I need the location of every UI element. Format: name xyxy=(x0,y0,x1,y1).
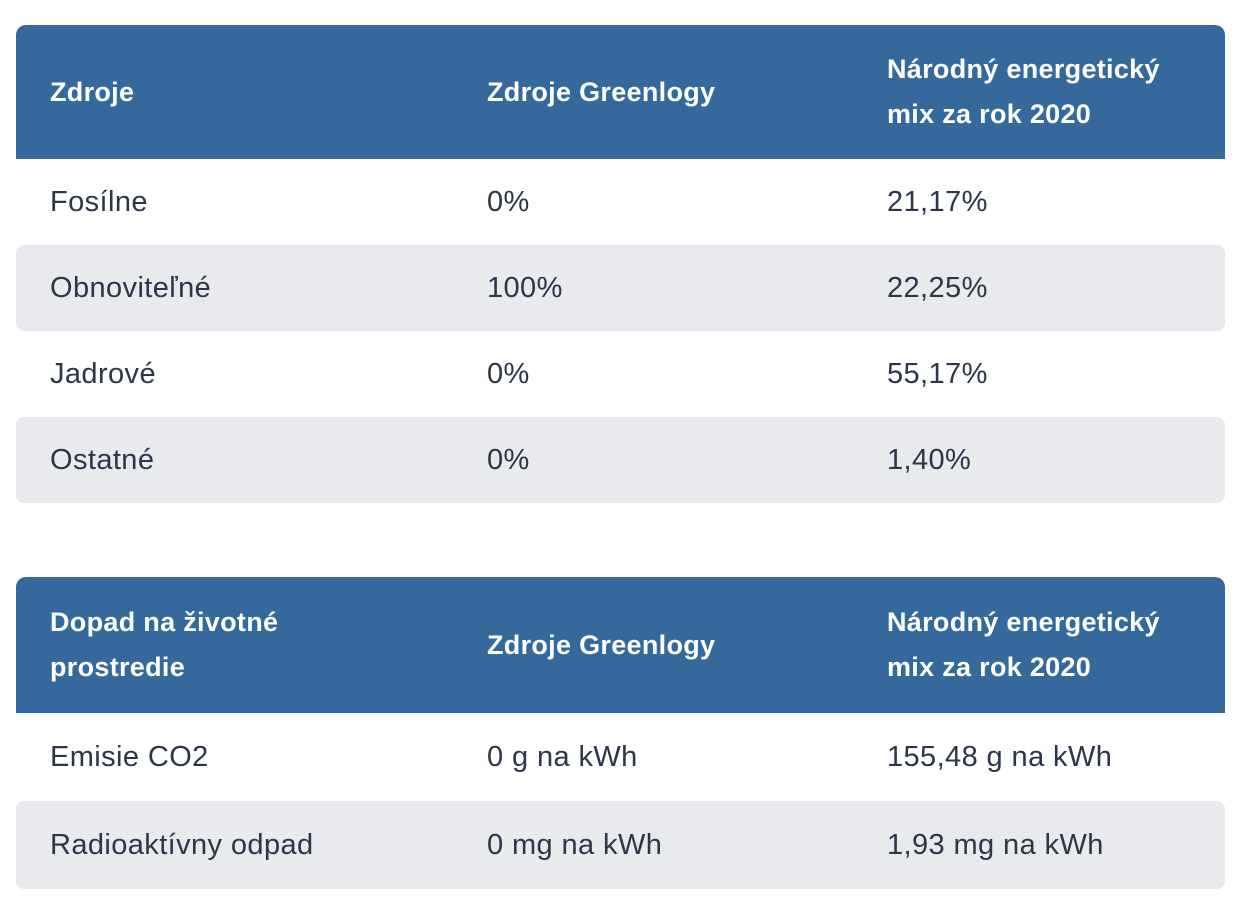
national-mix-value: 55,17% xyxy=(887,357,988,390)
column-header-zdroje-label: Zdroje xyxy=(50,76,135,107)
column-header-greenlogy-label: Zdroje Greenlogy xyxy=(487,629,716,660)
environmental-impact-table-header: Dopad na životné prostredie Zdroje Green… xyxy=(16,577,1225,713)
energy-sources-table: Zdroje Zdroje Greenlogy Národný energeti… xyxy=(16,25,1225,503)
greenlogy-value: 0% xyxy=(487,357,530,390)
row-label: Fosílne xyxy=(50,185,148,218)
environmental-impact-table: Dopad na životné prostredie Zdroje Green… xyxy=(16,577,1225,889)
table-row-jadrove: Jadrové 0% 55,17% xyxy=(16,331,1225,417)
row-label: Radioaktívny odpad xyxy=(50,828,314,861)
greenlogy-value: 0 g na kWh xyxy=(487,740,638,773)
column-header-national-mix: Národný energetický mix za rok 2020 xyxy=(853,47,1225,137)
column-header-national-mix-label: Národný energetický mix za rok 2020 xyxy=(887,607,1160,682)
national-mix-value: 155,48 g na kWh xyxy=(887,740,1113,773)
column-header-greenlogy: Zdroje Greenlogy xyxy=(453,623,853,668)
column-header-greenlogy: Zdroje Greenlogy xyxy=(453,70,853,115)
row-label: Jadrové xyxy=(50,357,156,390)
table-row-radioaktivny-odpad: Radioaktívny odpad 0 mg na kWh 1,93 mg n… xyxy=(16,801,1225,889)
table-row-obnovitelne: Obnoviteľné 100% 22,25% xyxy=(16,245,1225,331)
greenlogy-value: 0% xyxy=(487,185,530,218)
greenlogy-value: 100% xyxy=(487,271,563,304)
national-mix-value: 21,17% xyxy=(887,185,988,218)
column-header-zdroje: Zdroje xyxy=(16,70,453,115)
table-row-fosilne: Fosílne 0% 21,17% xyxy=(16,159,1225,245)
column-header-dopad: Dopad na životné prostredie xyxy=(16,600,453,690)
row-label: Ostatné xyxy=(50,443,155,476)
greenlogy-value: 0 mg na kWh xyxy=(487,828,663,861)
column-header-national-mix-label: Národný energetický mix za rok 2020 xyxy=(887,54,1160,129)
row-label: Obnoviteľné xyxy=(50,271,212,304)
national-mix-value: 1,40% xyxy=(887,443,972,476)
row-label: Emisie CO2 xyxy=(50,740,209,773)
column-header-national-mix: Národný energetický mix za rok 2020 xyxy=(853,600,1225,690)
energy-sources-table-header: Zdroje Zdroje Greenlogy Národný energeti… xyxy=(16,25,1225,159)
table-row-ostatne: Ostatné 0% 1,40% xyxy=(16,417,1225,503)
table-row-emisie-co2: Emisie CO2 0 g na kWh 155,48 g na kWh xyxy=(16,713,1225,801)
greenlogy-value: 0% xyxy=(487,443,530,476)
column-header-dopad-label: Dopad na životné prostredie xyxy=(50,607,279,682)
column-header-greenlogy-label: Zdroje Greenlogy xyxy=(487,76,716,107)
national-mix-value: 22,25% xyxy=(887,271,988,304)
national-mix-value: 1,93 mg na kWh xyxy=(887,828,1104,861)
